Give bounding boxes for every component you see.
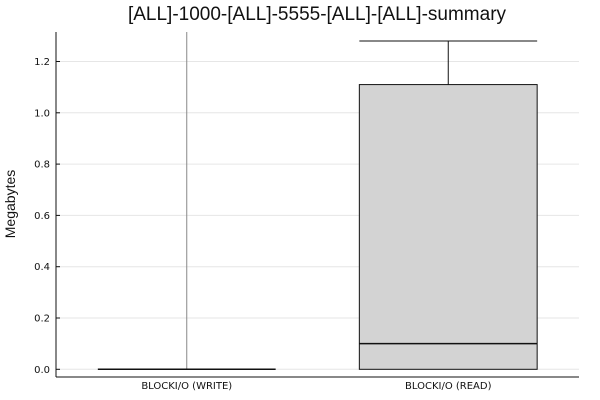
- box-series: [97, 32, 538, 371]
- x-tick-label: BLOCKI/O (READ): [405, 381, 492, 392]
- y-tick-label: 1.0: [34, 108, 50, 119]
- y-tick-label: 1.2: [34, 57, 50, 68]
- grid-lines: [56, 60, 579, 370]
- box-iqr-rect: [358, 84, 538, 370]
- y-tick-label: 0.8: [34, 160, 50, 171]
- chart-title: [ALL]-1000-[ALL]-5555-[ALL]-[ALL]-summar…: [128, 4, 507, 25]
- box-write: [97, 32, 276, 371]
- y-axis-ticks: 0.0 0.2 0.4 0.6 0.8 1.0 1.2: [34, 57, 60, 376]
- y-tick-label: 0.2: [34, 314, 50, 325]
- y-tick-label: 0.4: [34, 262, 50, 273]
- y-tick-label: 0.0: [34, 365, 50, 376]
- x-tick-label: BLOCKI/O (WRITE): [141, 381, 232, 392]
- y-tick-label: 0.6: [34, 211, 50, 222]
- y-axis-label: Megabytes: [2, 170, 18, 238]
- box-read: [358, 40, 538, 370]
- x-axis-tick-labels: BLOCKI/O (WRITE) BLOCKI/O (READ): [141, 381, 491, 392]
